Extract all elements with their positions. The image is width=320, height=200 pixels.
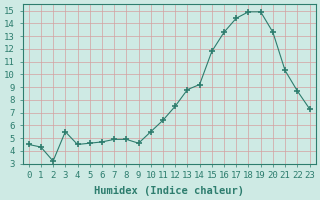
X-axis label: Humidex (Indice chaleur): Humidex (Indice chaleur) (94, 186, 244, 196)
